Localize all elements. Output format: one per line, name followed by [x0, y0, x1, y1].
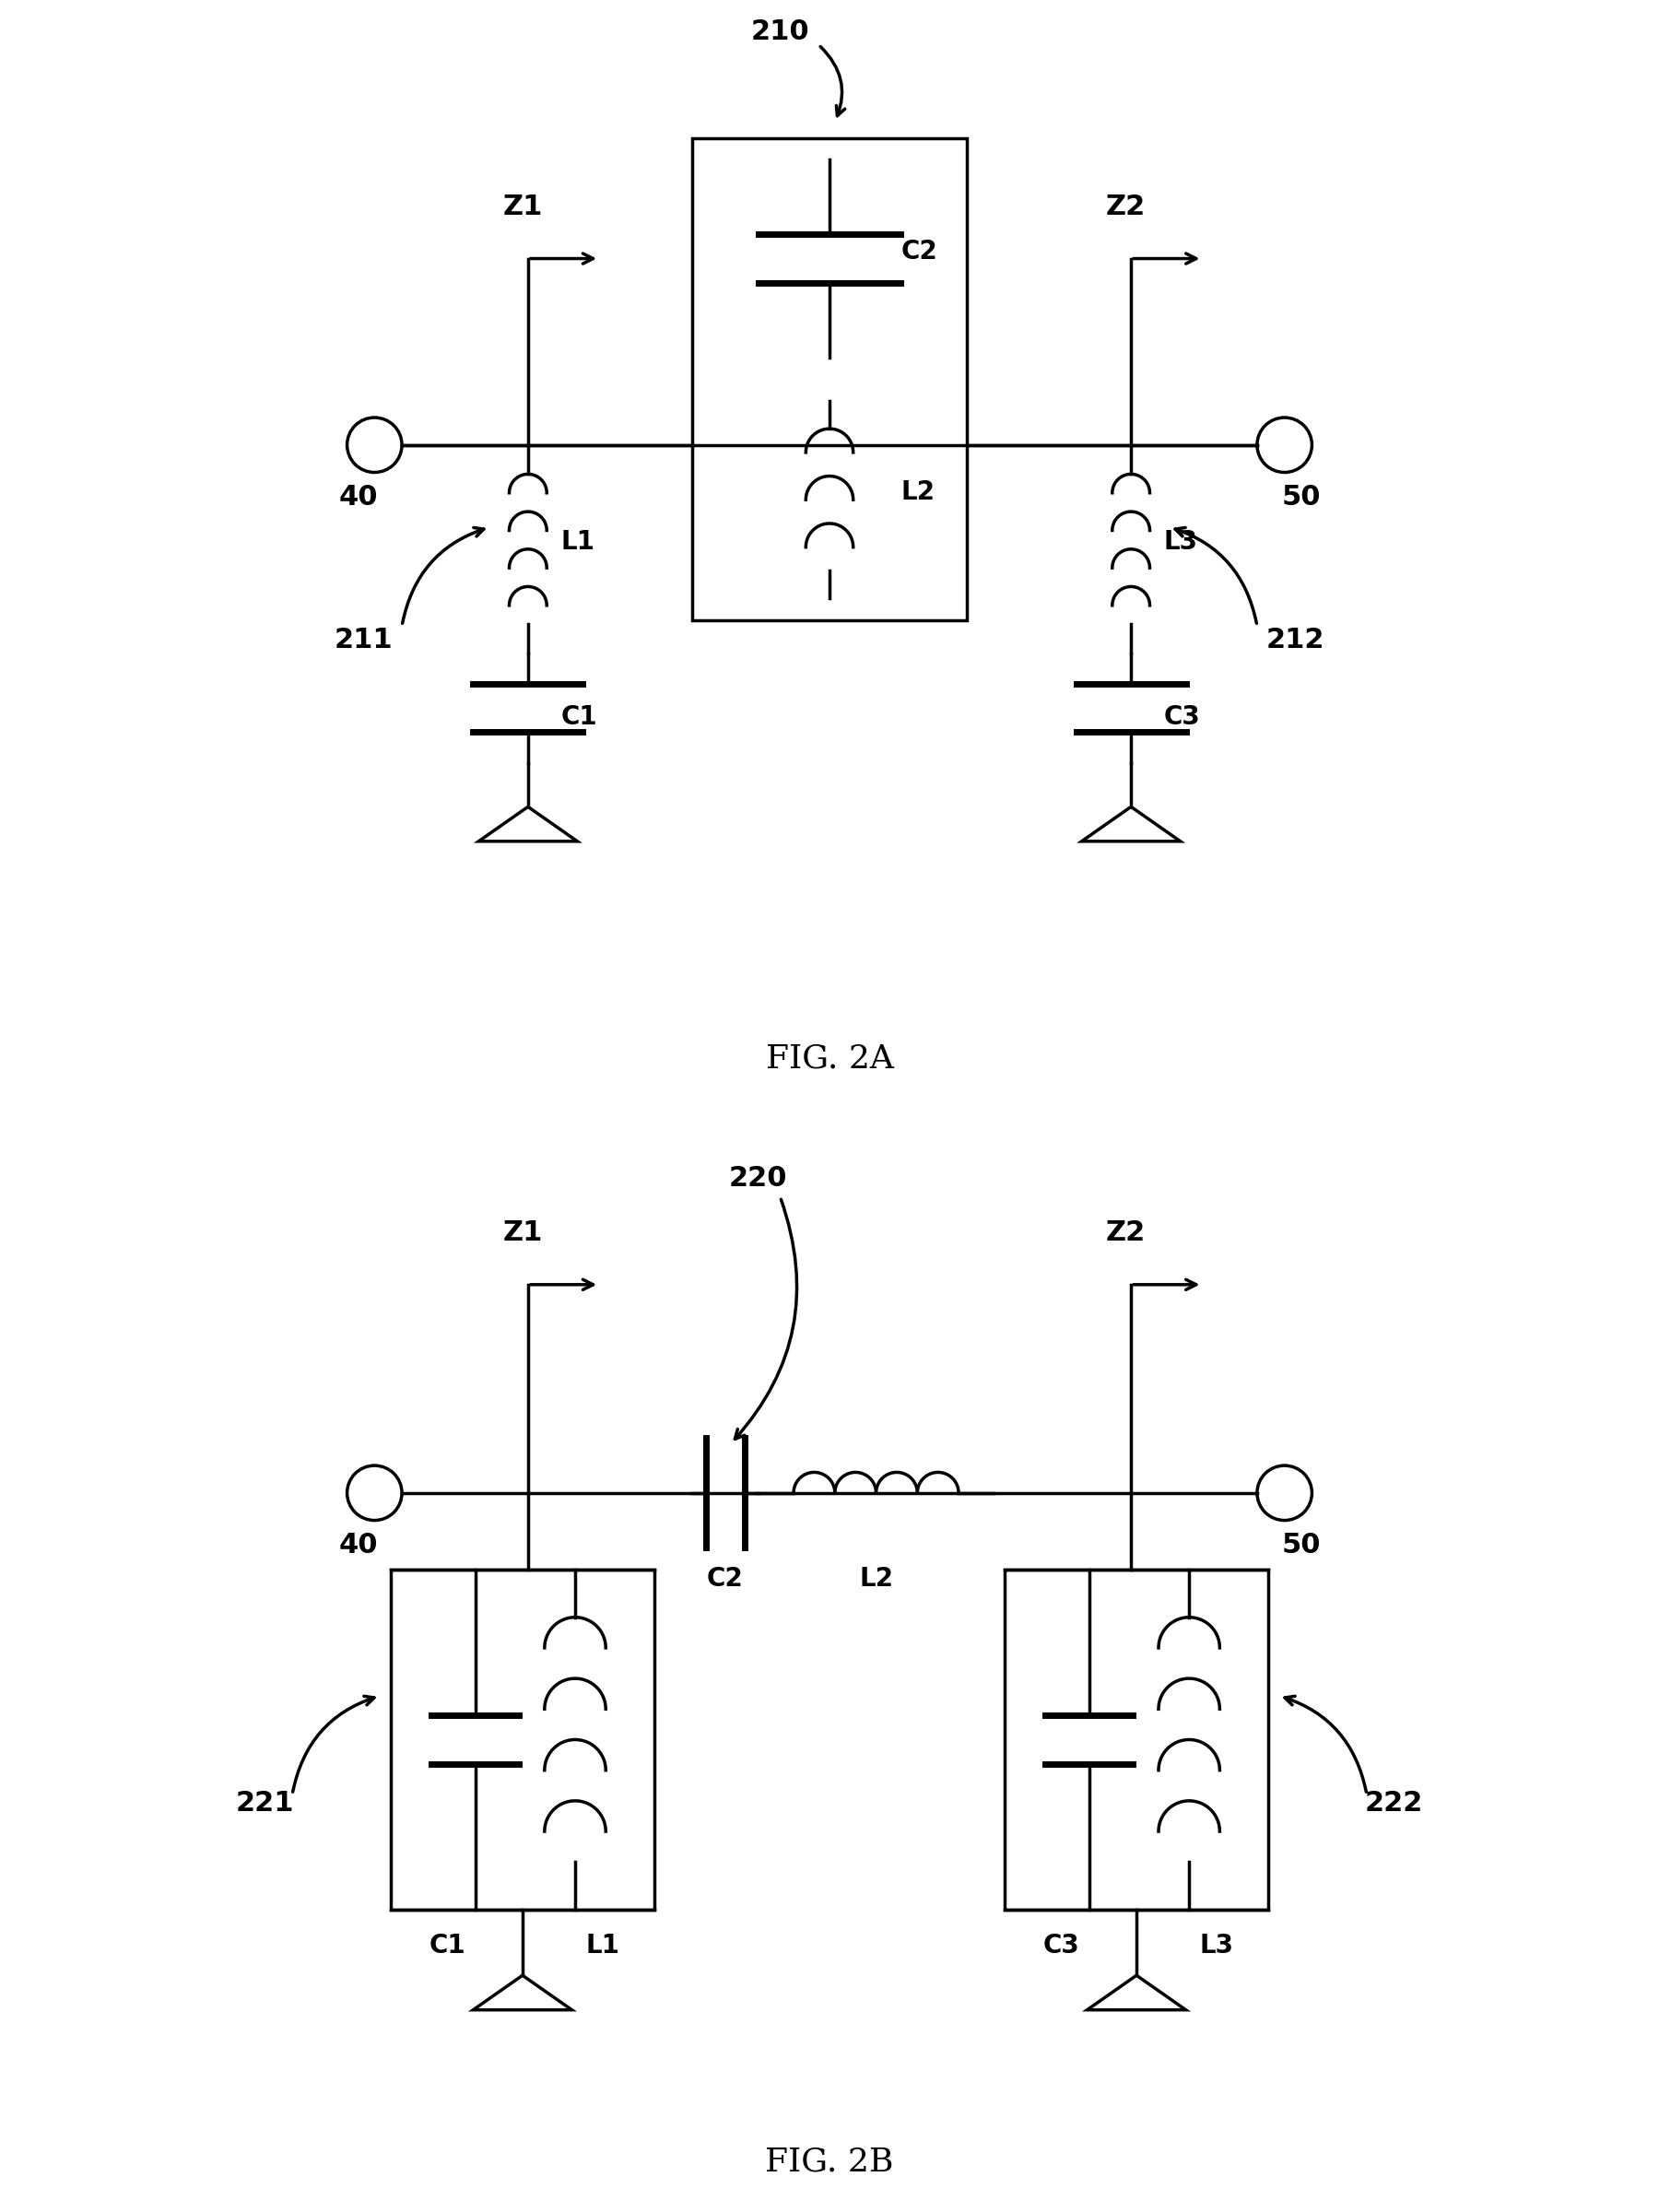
Text: 50: 50	[1281, 1533, 1321, 1559]
Text: 210: 210	[752, 18, 810, 44]
Text: C3: C3	[1165, 703, 1201, 730]
Text: 40: 40	[338, 1533, 378, 1559]
Text: FIG. 2B: FIG. 2B	[765, 2146, 894, 2177]
Text: L1: L1	[561, 529, 596, 555]
Text: L2: L2	[901, 480, 936, 504]
Text: L3: L3	[1165, 529, 1198, 555]
Text: C2: C2	[707, 1566, 743, 1593]
Text: Z1: Z1	[503, 192, 542, 221]
Text: C1: C1	[561, 703, 597, 730]
Text: Z2: Z2	[1105, 1219, 1145, 1245]
Text: C2: C2	[901, 239, 937, 263]
Text: Z2: Z2	[1105, 192, 1145, 221]
Bar	[1005, 1571, 1267, 1909]
Text: 221: 221	[236, 1790, 294, 1816]
Text: C1: C1	[430, 1933, 466, 1960]
Text: 211: 211	[333, 626, 393, 653]
Text: 222: 222	[1365, 1790, 1423, 1816]
Text: FIG. 2A: FIG. 2A	[765, 1044, 894, 1075]
Text: 40: 40	[338, 484, 378, 511]
Text: 220: 220	[728, 1166, 788, 1192]
Bar	[392, 1571, 654, 1909]
Bar	[692, 137, 967, 619]
Text: L3: L3	[1199, 1933, 1234, 1960]
Text: L2: L2	[859, 1566, 893, 1593]
Text: 212: 212	[1266, 626, 1326, 653]
Text: 50: 50	[1281, 484, 1321, 511]
Text: L1: L1	[586, 1933, 619, 1960]
Text: Z1: Z1	[503, 1219, 542, 1245]
Text: C3: C3	[1044, 1933, 1080, 1960]
